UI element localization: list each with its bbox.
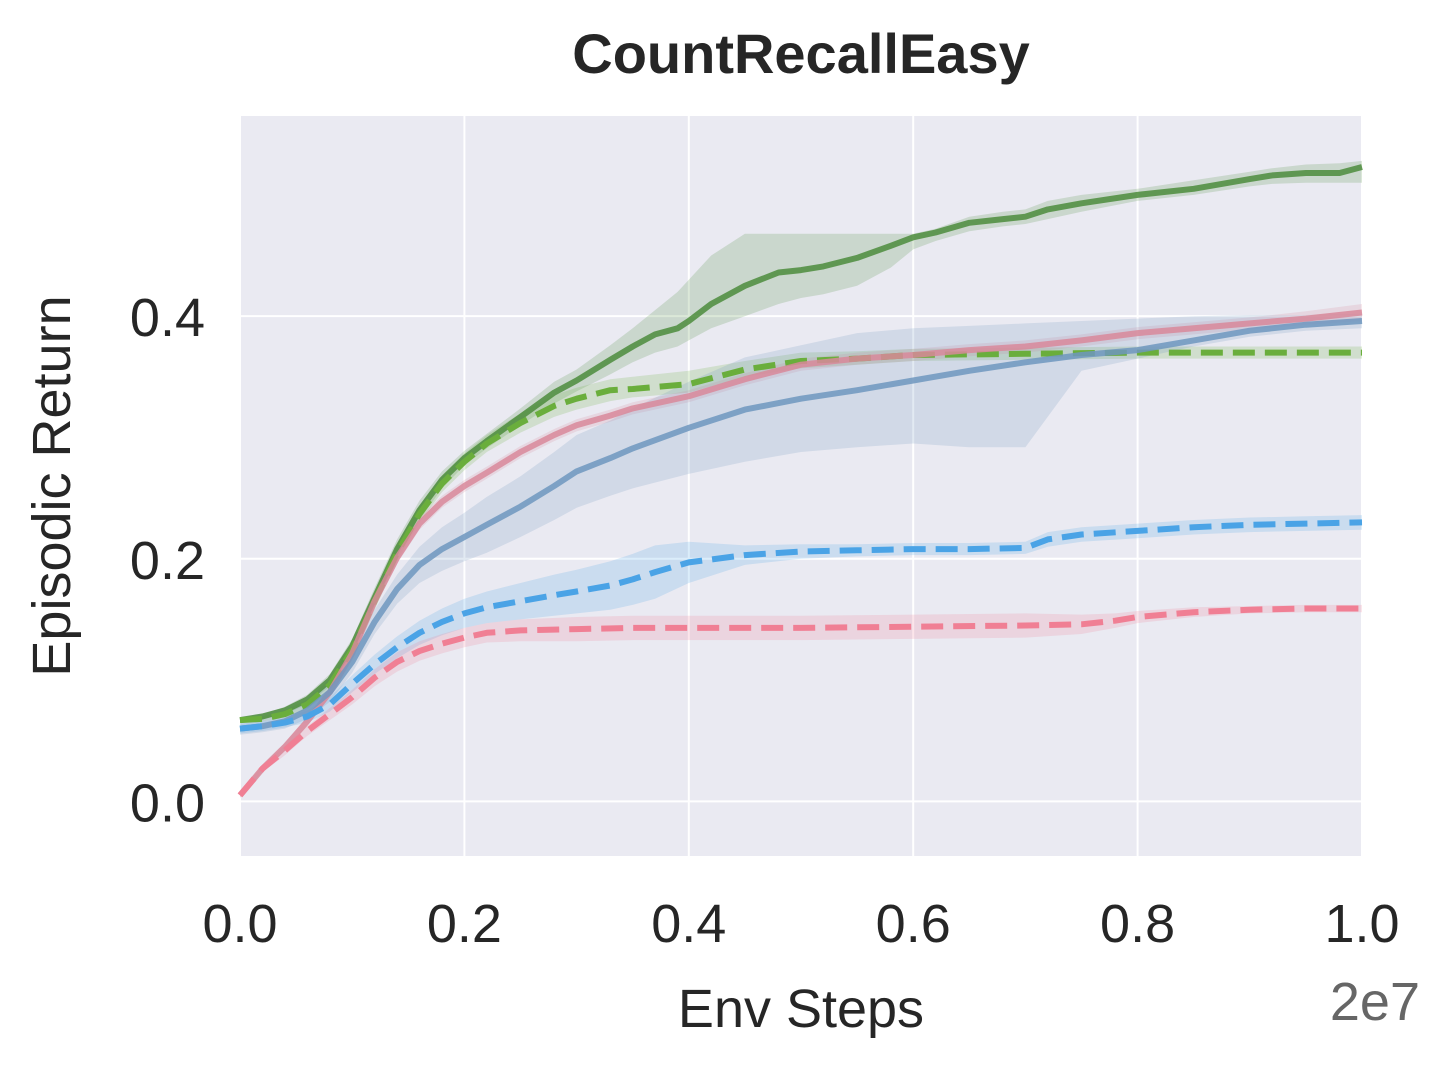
x-tick-labels: 0.0 0.2 0.4 0.6 0.8 1.0 xyxy=(202,894,1399,954)
y-tick-label: 0.0 xyxy=(130,773,205,833)
x-tick-label: 1.0 xyxy=(1324,894,1399,954)
x-tick-label: 0.2 xyxy=(427,894,502,954)
series-4-line xyxy=(239,519,1363,732)
x-tick-label: 0.4 xyxy=(651,894,726,954)
series-0-band xyxy=(240,160,1362,723)
series-5-line xyxy=(237,605,1362,798)
y-tick-labels: 0.0 0.2 0.4 xyxy=(130,288,205,833)
plot-background xyxy=(240,116,1362,856)
x-tick-label: 0.8 xyxy=(1100,894,1175,954)
x-axis-label: Env Steps xyxy=(678,979,924,1039)
y-tick-label: 0.2 xyxy=(130,531,205,591)
y-tick-label: 0.4 xyxy=(130,288,205,348)
chart-title: CountRecallEasy xyxy=(572,22,1030,85)
series-lines xyxy=(237,164,1363,798)
y-axis-label: Episodic Return xyxy=(22,295,82,676)
series-1-line xyxy=(239,349,1362,724)
x-axis-offset-text: 2e7 xyxy=(1330,972,1420,1032)
series-3-line xyxy=(239,318,1363,732)
grid xyxy=(239,116,1363,856)
series-2-line xyxy=(237,309,1363,798)
x-tick-label: 0.0 xyxy=(202,894,277,954)
series-4-band xyxy=(240,515,1362,734)
x-tick-label: 0.6 xyxy=(876,894,951,954)
